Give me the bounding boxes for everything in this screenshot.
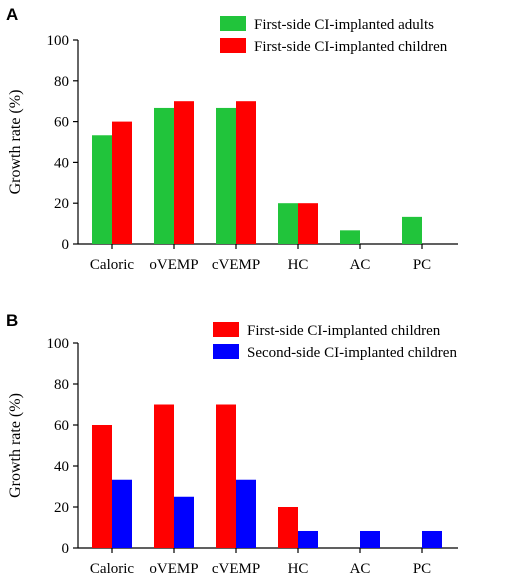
x-tick-label: oVEMP bbox=[149, 257, 198, 273]
bar bbox=[112, 121, 132, 244]
y-tick-label: 20 bbox=[54, 196, 69, 212]
panel-a: A 0 20 40 60 80 100 Growth rate (%) Caloric oVEMP… bbox=[6, 5, 458, 273]
bar bbox=[92, 425, 112, 548]
bar bbox=[278, 507, 298, 548]
legend-label: First-side CI-implanted adults bbox=[254, 17, 434, 33]
bar bbox=[112, 479, 132, 548]
panel-letter: B bbox=[6, 311, 18, 330]
legend-label: Second-side CI-implanted children bbox=[247, 345, 457, 361]
panel-letter: A bbox=[6, 5, 18, 24]
x-tick-label: AC bbox=[350, 257, 371, 273]
legend-swatch bbox=[213, 322, 239, 337]
bar bbox=[154, 404, 174, 548]
legend-label: First-side CI-implanted children bbox=[254, 39, 448, 55]
bar bbox=[154, 107, 174, 244]
bar bbox=[340, 230, 360, 244]
bar bbox=[92, 135, 112, 244]
legend-swatch bbox=[213, 344, 239, 359]
bar bbox=[174, 101, 194, 244]
bar bbox=[236, 479, 256, 548]
y-axis-title: Growth rate (%) bbox=[7, 393, 24, 498]
bar bbox=[236, 101, 256, 244]
bar bbox=[278, 203, 298, 244]
y-tick-label: 40 bbox=[54, 459, 69, 475]
bar bbox=[360, 530, 380, 548]
legend-swatch bbox=[220, 38, 246, 53]
bar bbox=[216, 107, 236, 244]
y-axis-title: Growth rate (%) bbox=[7, 90, 24, 195]
bar bbox=[402, 216, 422, 244]
y-tick-label: 80 bbox=[54, 377, 69, 393]
y-tick-label: 60 bbox=[54, 418, 69, 434]
x-tick-label: HC bbox=[288, 257, 309, 273]
bar bbox=[298, 530, 318, 548]
x-tick-label: cVEMP bbox=[212, 257, 260, 273]
bar bbox=[174, 496, 194, 548]
y-tick-label: 100 bbox=[47, 33, 70, 49]
legend-label: First-side CI-implanted children bbox=[247, 323, 441, 339]
x-tick-label: PC bbox=[413, 561, 431, 577]
x-tick-label: PC bbox=[413, 257, 431, 273]
x-tick-label: Caloric bbox=[90, 561, 134, 577]
x-tick-label: cVEMP bbox=[212, 561, 260, 577]
panel-b: B 0 20 40 60 80 100 Growth rate (%) Caloric oVEMP… bbox=[6, 311, 458, 577]
y-tick-label: 80 bbox=[54, 74, 69, 90]
x-tick-label: oVEMP bbox=[149, 561, 198, 577]
y-tick-label: 60 bbox=[54, 115, 69, 131]
bar bbox=[298, 203, 318, 244]
y-tick-label: 40 bbox=[54, 155, 69, 171]
legend-swatch bbox=[220, 16, 246, 31]
y-tick-label: 0 bbox=[62, 541, 70, 557]
x-tick-label: HC bbox=[288, 561, 309, 577]
y-tick-label: 20 bbox=[54, 500, 69, 516]
x-tick-label: Caloric bbox=[90, 257, 134, 273]
bar bbox=[422, 530, 442, 548]
x-tick-label: AC bbox=[350, 561, 371, 577]
y-tick-label: 0 bbox=[62, 237, 70, 253]
y-tick-label: 100 bbox=[47, 336, 70, 352]
bar bbox=[216, 404, 236, 548]
